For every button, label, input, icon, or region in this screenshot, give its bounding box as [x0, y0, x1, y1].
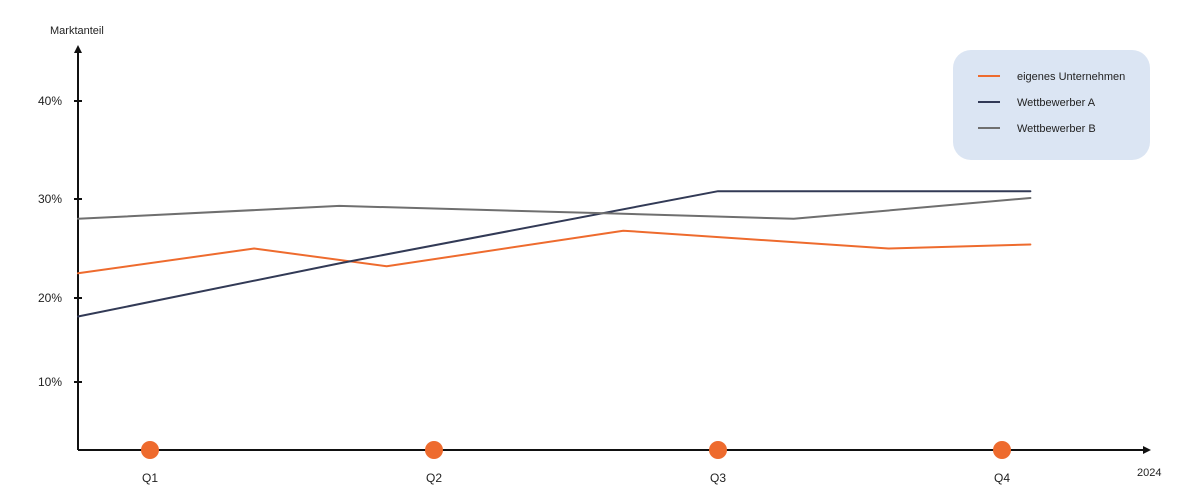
quarter-marker-q2 — [425, 441, 443, 459]
y-tick-label: 10% — [38, 375, 62, 389]
series-line-2 — [77, 190, 1032, 318]
quarter-marker-q4 — [993, 441, 1011, 459]
legend: eigenes Unternehmen Wettbewerber A Wettbew… — [953, 50, 1150, 160]
y-axis-arrow — [74, 45, 82, 53]
legend-label: Wettbewerber B — [1017, 123, 1096, 135]
y-tick-label: 30% — [38, 192, 62, 206]
quarter-marker-q3 — [709, 441, 727, 459]
y-tick-label: 40% — [38, 94, 62, 108]
legend-background — [953, 50, 1150, 160]
x-tick-label: Q4 — [994, 471, 1010, 485]
axes: 10% 20% 30% 40% Q1 Q2 Q3 Q4 — [38, 45, 1151, 485]
quarter-markers — [141, 441, 1011, 459]
quarter-marker-q1 — [141, 441, 159, 459]
y-axis-title: Marktanteil — [50, 25, 104, 37]
series-line-1 — [77, 229, 1032, 275]
series-layer — [77, 190, 1032, 318]
x-tick-label: Q3 — [710, 471, 726, 485]
y-tick-label: 20% — [38, 291, 62, 305]
x-tick-label: Q2 — [426, 471, 442, 485]
x-tick-label: Q1 — [142, 471, 158, 485]
legend-label: Wettbewerber A — [1017, 97, 1096, 109]
series-line-3 — [77, 197, 1032, 220]
x-axis-arrow — [1143, 446, 1151, 454]
legend-label: eigenes Unternehmen — [1017, 71, 1125, 83]
x-axis-title: 2024 — [1137, 467, 1161, 479]
